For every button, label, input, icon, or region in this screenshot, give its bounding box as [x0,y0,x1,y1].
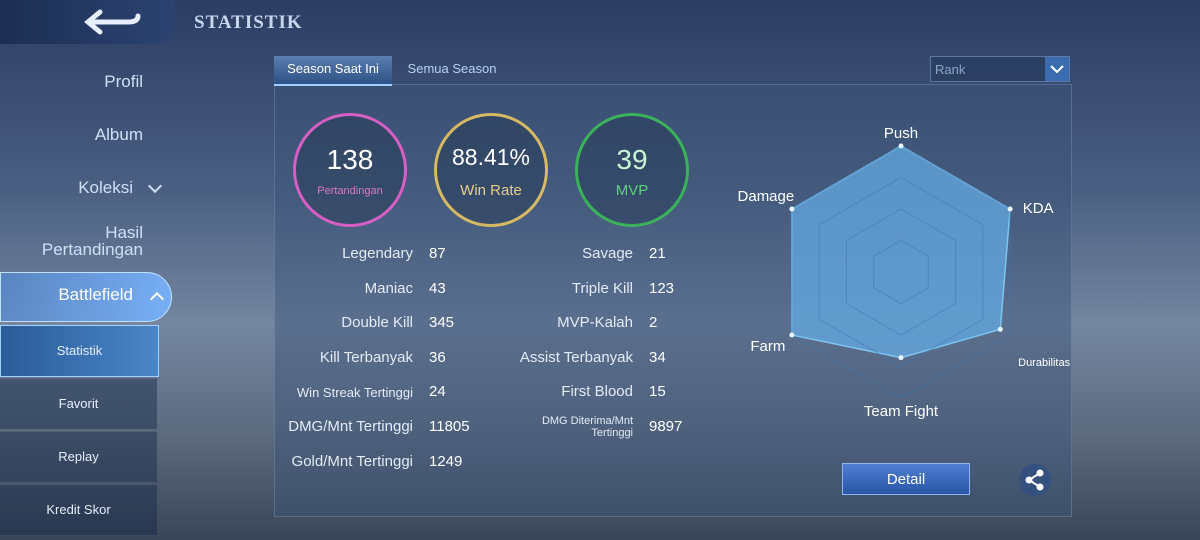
tab-active[interactable]: Season Saat Ini [274,56,392,86]
stat-label: Kill Terbanyak [319,348,413,366]
stat-value: 123 [649,279,675,297]
tab[interactable]: Semua Season [407,61,497,76]
summary-circle: 138 Pertandingan [293,113,407,227]
stat-label: DMG Diterima/Mnt Tertinggi [541,415,633,439]
stat-value: 15 [649,383,666,401]
summary-label: Pertandingan [317,185,383,197]
stat-label: Gold/Mnt Tertinggi [291,452,413,470]
summary-circle: 88.41% Win Rate [434,113,548,227]
dropdown-text: Rank [935,62,966,77]
radar-point [789,206,795,212]
stat-value: 34 [649,348,666,366]
radar-label: Team Fight [864,403,939,420]
radar-chart: Push KDA Durabilitas Team Fight Farm Damage [738,125,1071,420]
summary-circle: 39 MVP [575,113,689,227]
page-title: STATISTIK [194,12,303,33]
radar-point [898,143,904,149]
menu-item[interactable]: Koleksi [78,178,133,197]
radar-label: Damage [738,188,795,205]
submenu-item[interactable]: Replay [0,431,157,482]
summary-label: Win Rate [460,182,522,199]
menu-item[interactable]: Album [94,125,143,144]
stat-value: 87 [429,245,446,262]
radar-ring [873,239,929,305]
battlefield-highlight [0,272,172,322]
dropdown[interactable]: Rank [930,56,1070,82]
chevron [147,178,163,194]
stat-value: 345 [429,314,455,332]
radar-ring [845,208,957,336]
stat-label: Maniac [364,279,413,297]
radar-label: Push [884,125,918,142]
stat-value: 11805 [429,418,470,435]
menu-item[interactable]: Profil [104,72,143,91]
submenu-item[interactable]: Statistik [0,325,159,377]
radar-point [1007,206,1013,212]
stat-value: 2 [649,314,658,332]
radar-point [997,326,1003,332]
stat-value: 24 [429,383,446,401]
summary-value: 88.41% [451,144,530,170]
radar-label: Durabilitas [1018,357,1070,369]
menu-item[interactable]: Hasil Pertandingan [41,223,143,259]
stat-label: Triple Kill [571,279,633,297]
stat-value: 9897 [649,418,683,435]
stat-label: Savage [582,245,633,262]
stat-label: DMG/Mnt Tertinggi [288,418,413,435]
dropdown-arrow [1045,57,1069,81]
stat-label: Win Streak Tertinggi [296,385,413,401]
radar-point [789,332,795,338]
submenu-item[interactable]: Favorit [0,378,157,429]
stat-value: 43 [429,279,446,297]
stat-value: 36 [429,348,446,366]
share-button[interactable] [1018,463,1052,497]
stat-value: 21 [649,245,666,262]
detail-button[interactable]: Detail [842,463,970,495]
submenu-item[interactable]: Kredit Skor [0,484,157,535]
back-button[interactable] [80,6,144,38]
summary-value: 39 [616,144,648,175]
radar-label: Farm [750,338,785,355]
radar-label: KDA [1023,200,1054,217]
stat-label: Assist Terbanyak [519,348,633,366]
stat-value: 1249 [429,452,463,470]
stat-label: Double Kill [341,314,413,332]
stat-label: MVP-Kalah [557,314,633,332]
radar-point [898,355,904,361]
summary-value: 138 [326,144,374,175]
summary-label: MVP [615,182,649,199]
radar-ring [818,176,984,368]
stat-label: Legendary [342,245,413,262]
stat-label: First Blood [561,383,633,401]
menu-item[interactable]: Battlefield [58,285,133,304]
